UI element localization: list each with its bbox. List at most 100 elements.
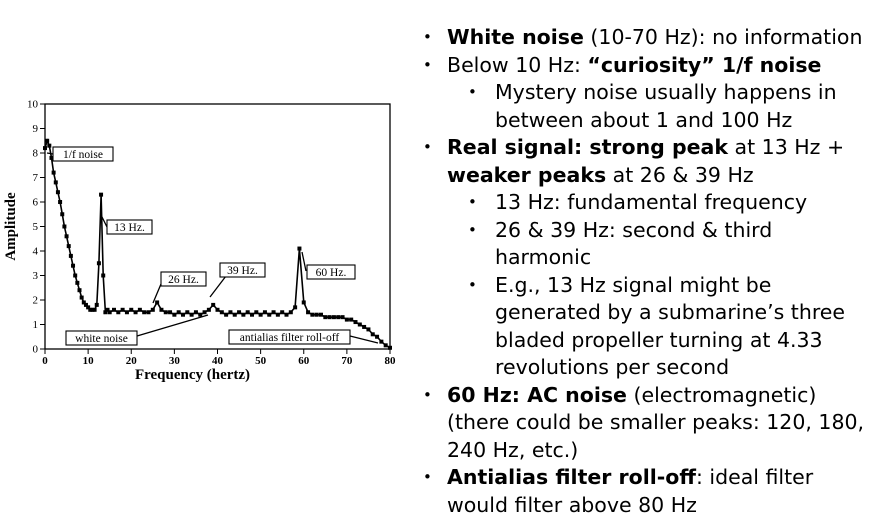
x-tick-label: 70 [341, 355, 353, 367]
annotation: 13 Hz. [100, 214, 153, 235]
bullet-dot-icon: • [423, 55, 432, 74]
y-tick-label: 8 [33, 148, 39, 160]
data-point [176, 310, 181, 315]
data-point [250, 312, 254, 317]
data-point [310, 312, 315, 317]
y-tick-label: 6 [33, 197, 39, 209]
data-point [96, 261, 101, 266]
annotation-box [306, 264, 356, 280]
bullet-item: • Real signal: strong peak at 13 Hz + wea… [420, 134, 870, 189]
data-point [349, 317, 354, 322]
data-point [77, 288, 82, 293]
data-point [107, 310, 112, 315]
data-point [336, 315, 341, 320]
x-tick-label: 30 [169, 355, 181, 367]
data-point [215, 307, 220, 312]
data-point [168, 310, 173, 315]
data-point [254, 310, 259, 315]
data-point [47, 143, 52, 148]
data-point [64, 234, 69, 239]
annotation: white noise [65, 314, 209, 346]
data-point [73, 273, 78, 278]
annotation-leader [349, 335, 379, 344]
data-point [327, 315, 332, 320]
annotation-box [106, 219, 153, 235]
data-point [75, 280, 80, 285]
data-point [55, 190, 60, 195]
y-tick-label: 1 [33, 319, 39, 331]
data-point [185, 310, 190, 315]
data-point [245, 310, 250, 315]
data-point [232, 312, 237, 317]
data-point [51, 170, 56, 175]
data-point [224, 312, 229, 317]
data-point [81, 300, 86, 305]
annotation-box [52, 146, 114, 162]
y-tick-label: 0 [33, 344, 39, 356]
sub-bullet-item: • Mystery noise usually happens in betwee… [420, 79, 870, 134]
data-point [163, 310, 168, 315]
annotation-box [228, 329, 351, 345]
y-tick-label: 9 [33, 123, 39, 135]
bullet-item: • White noise (10-70 Hz): no information [420, 24, 870, 52]
data-point [383, 343, 388, 348]
bullet-dot-icon: • [468, 275, 477, 294]
bullet-text: at 13 Hz + [728, 135, 845, 159]
spectrum-chart: 0 1 2 3 4 5 6 7 8 9 10 0 10 20 30 40 50 60 70 80 Frequency (… [0, 85, 405, 395]
annotation-box [65, 330, 138, 346]
bullet-dot-icon: • [423, 28, 432, 46]
data-point [375, 334, 380, 339]
data-point [62, 224, 67, 229]
data-point [331, 315, 336, 320]
annotation-label: antialias filter roll-off [240, 332, 340, 344]
data-point [271, 310, 276, 315]
data-point [68, 253, 73, 258]
x-tick-label: 20 [126, 355, 138, 367]
data-point [88, 307, 93, 312]
data-point [258, 312, 263, 317]
data-point [314, 312, 319, 317]
data-point [293, 305, 298, 310]
y-tick-label: 4 [33, 246, 39, 258]
bullet-text: 60 Hz: AC noise [447, 382, 627, 407]
bullet-text: weaker peaks [447, 162, 607, 187]
data-point [133, 310, 138, 315]
annotation-box [160, 271, 207, 287]
data-point [241, 312, 246, 317]
annotation-leader [209, 275, 227, 298]
data-point [181, 312, 185, 317]
annotation-leader [152, 283, 162, 304]
data-point [66, 244, 71, 249]
data-point [45, 138, 50, 143]
bullet-text: “curiosity” 1/f noise [587, 52, 822, 77]
x-tick-label: 60 [298, 355, 310, 367]
data-point [49, 155, 54, 160]
data-point [129, 307, 134, 312]
spectrum-chart-svg: 0 1 2 3 4 5 6 7 8 9 10 0 10 20 30 40 50 60 70 80 Frequency (… [3, 99, 396, 384]
sub-bullet-item: • 26 & 39 Hz: second & third harmonic [420, 217, 870, 272]
data-point [94, 302, 99, 307]
bullet-dot-icon: • [423, 468, 432, 486]
data-point [237, 310, 242, 315]
bullet-list: • White noise (10-70 Hz): no information •… [420, 24, 870, 519]
data-point [275, 312, 280, 317]
data-point [344, 317, 349, 322]
data-point [362, 324, 367, 329]
x-tick-label: 40 [212, 355, 224, 367]
bullet-text: Antialias filter roll-off [447, 465, 696, 489]
data-point [301, 300, 306, 305]
data-point [340, 315, 345, 320]
data-point [319, 312, 323, 317]
data-point [202, 310, 207, 315]
annotation-leader [100, 214, 108, 228]
data-point [172, 312, 177, 317]
bullet-text: Mystery noise usually happens in between… [495, 80, 837, 132]
annotation-leader [136, 314, 209, 337]
data-point [297, 246, 302, 251]
annotation-leader [46, 152, 54, 155]
data-point [228, 310, 233, 315]
x-tick-label: 10 [83, 355, 95, 367]
data-point [323, 315, 328, 320]
data-point [105, 307, 110, 312]
data-point [112, 307, 116, 312]
